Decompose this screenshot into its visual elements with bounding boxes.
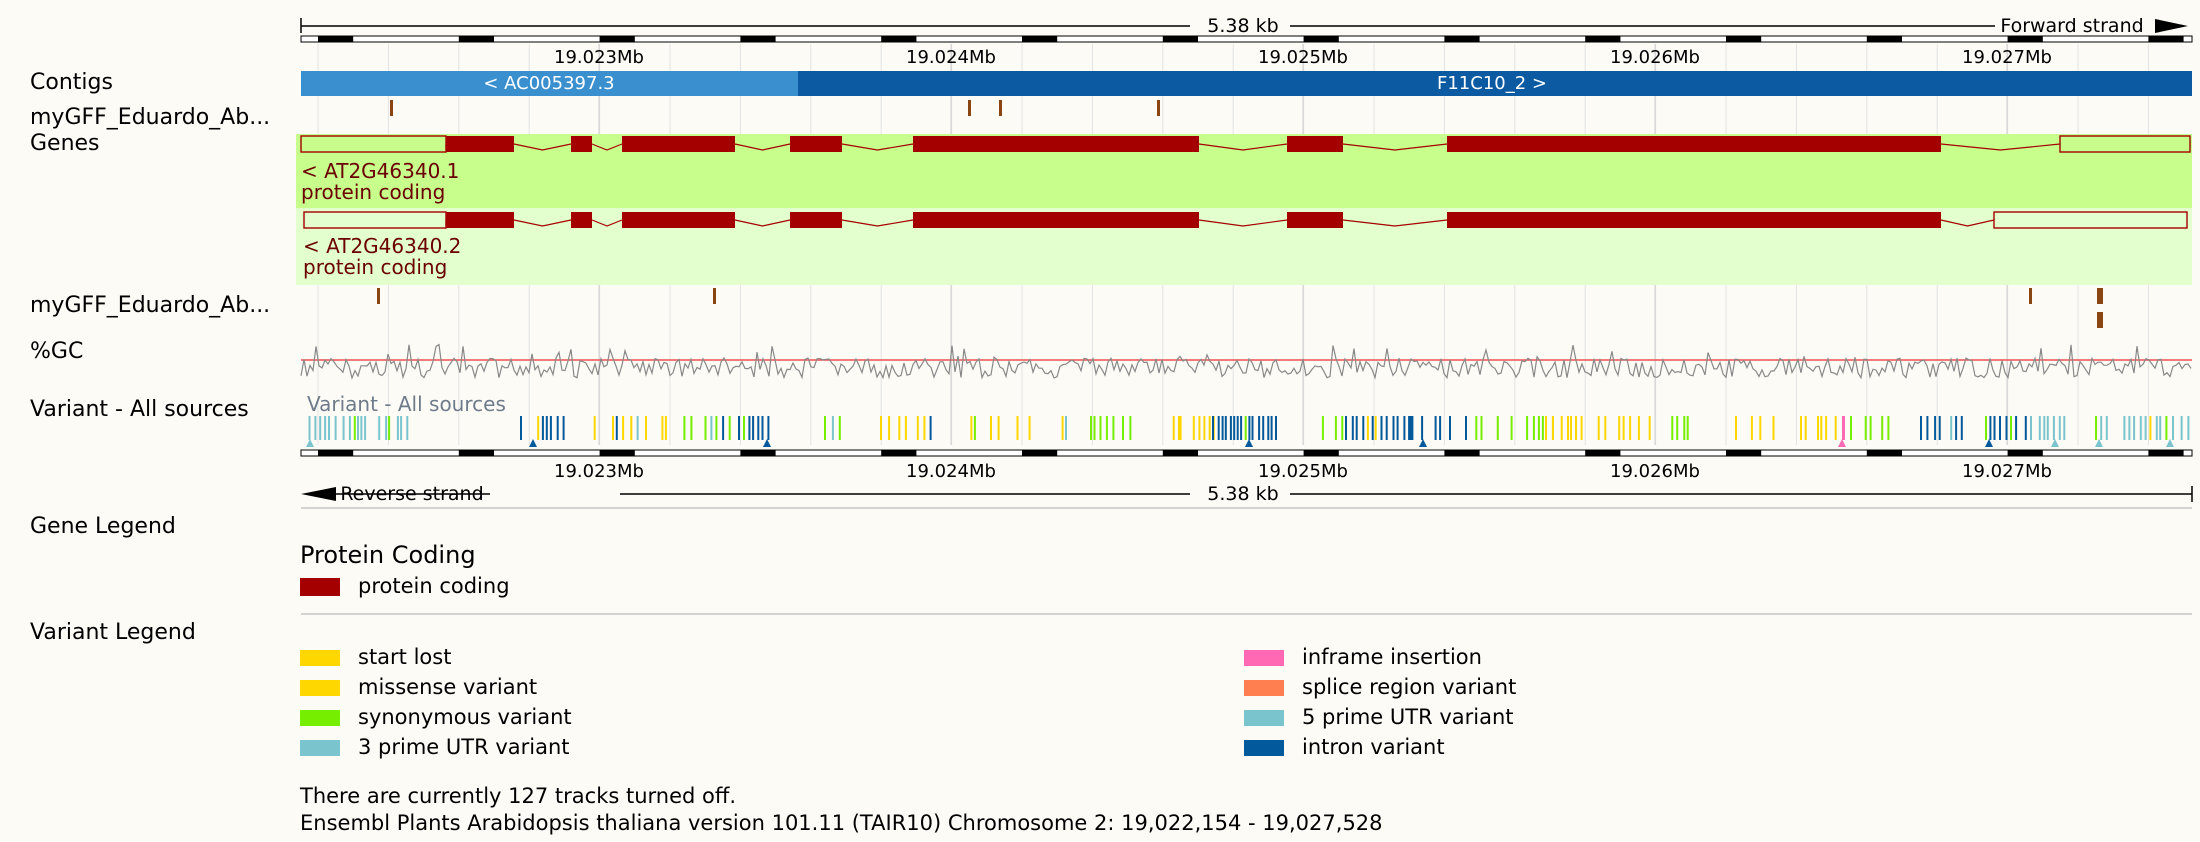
variant-legend-swatch (1244, 650, 1284, 666)
exon[interactable] (1287, 212, 1343, 228)
contig-f11c10[interactable] (798, 71, 2192, 96)
exon[interactable] (446, 136, 514, 152)
variant-legend-label: 3 prime UTR variant (358, 735, 570, 759)
top-position-label: 19.027Mb (1962, 47, 2052, 68)
bottom-position-label: 19.027Mb (1962, 461, 2052, 482)
variant-legend-label: synonymous variant (358, 705, 572, 729)
gene-legend-heading: Protein Coding (300, 541, 476, 569)
gene-legend-label: Gene Legend (30, 514, 176, 539)
bottom-position-label: 19.024Mb (906, 461, 996, 482)
assembly-info: Ensembl Plants Arabidopsis thaliana vers… (300, 811, 1383, 835)
exon[interactable] (790, 136, 842, 152)
exon[interactable] (1447, 136, 1941, 152)
exon[interactable] (622, 136, 735, 152)
gc-content-line (300, 343, 2192, 380)
reverse-arrow-icon (301, 487, 336, 501)
top-position-label: 19.023Mb (554, 47, 644, 68)
contig-label-2: F11C10_2 > (1437, 73, 1547, 94)
exon[interactable] (913, 212, 1199, 228)
exon[interactable] (1447, 212, 1941, 228)
variant-legend-swatch (300, 680, 340, 696)
gff-track-label-2[interactable]: myGFF_Eduardo_Ab... (30, 293, 271, 318)
forward-strand-label: Forward strand (2000, 15, 2143, 37)
variant-legend-swatch (300, 650, 340, 666)
gene-id-2: < AT2G46340.2 (303, 234, 461, 258)
top-position-label: 19.025Mb (1258, 47, 1348, 68)
bottom-ruler: Reverse strand 5.38 kb (300, 449, 2193, 505)
tracks-off-notice: There are currently 127 tracks turned of… (300, 784, 737, 808)
gene-biotype-2: protein coding (303, 255, 447, 279)
top-position-label: 19.024Mb (906, 47, 996, 68)
variant-legend-label: 5 prime UTR variant (1302, 705, 1514, 729)
variant-legend-swatch (300, 740, 340, 756)
variant-legend-label: inframe insertion (1302, 645, 1482, 669)
variant-bars[interactable] (306, 416, 2190, 447)
bottom-position-label: 19.023Mb (554, 461, 644, 482)
variant-legend-swatch (300, 710, 340, 726)
exon[interactable] (446, 212, 514, 228)
top-position-label: 19.026Mb (1610, 47, 1700, 68)
contigs-track-label[interactable]: Contigs (30, 70, 113, 95)
bottom-length-label: 5.38 kb (1207, 483, 1278, 505)
protein-coding-legend-label: protein coding (358, 574, 510, 598)
exon[interactable] (622, 212, 735, 228)
variant-track-label[interactable]: Variant - All sources (30, 397, 249, 422)
gene-biotype-1: protein coding (301, 180, 445, 204)
gff-features-1[interactable] (390, 100, 1160, 116)
reverse-strand-label: Reverse strand (340, 483, 483, 505)
variant-legend-label: intron variant (1302, 735, 1445, 759)
gc-track-label[interactable]: %GC (30, 339, 84, 364)
protein-coding-swatch (300, 578, 340, 596)
gene-id-1: < AT2G46340.1 (301, 159, 459, 183)
exon[interactable] (571, 136, 592, 152)
exon[interactable] (1287, 136, 1343, 152)
contig-ac005397[interactable] (301, 71, 798, 96)
contig-label-1: < AC005397.3 (483, 73, 614, 94)
gff-track-label-1[interactable]: myGFF_Eduardo_Ab... (30, 105, 271, 130)
variant-legend-label: start lost (358, 645, 452, 669)
variant-legend-label: splice region variant (1302, 675, 1517, 699)
top-length-label: 5.38 kb (1207, 15, 1278, 37)
gff-features-2[interactable] (377, 288, 2103, 328)
transcript-at2g46340-1[interactable] (300, 135, 2191, 153)
forward-arrow-icon (2155, 19, 2188, 33)
exon[interactable] (571, 212, 592, 228)
variant-legend-swatch (1244, 680, 1284, 696)
genes-track-label[interactable]: Genes (30, 131, 100, 156)
transcript-at2g46340-2[interactable] (303, 211, 2188, 229)
variant-legend-swatch (1244, 710, 1284, 726)
variant-legend-label: missense variant (358, 675, 538, 699)
exon[interactable] (913, 136, 1199, 152)
top-ruler: 5.38 kb Forward strand (300, 15, 2193, 43)
bottom-position-label: 19.025Mb (1258, 461, 1348, 482)
exon[interactable] (790, 212, 842, 228)
bottom-position-label: 19.026Mb (1610, 461, 1700, 482)
variant-legend-swatch (1244, 740, 1284, 756)
variant-legend-label: Variant Legend (30, 620, 196, 645)
variant-inner-label: Variant - All sources (307, 392, 506, 416)
